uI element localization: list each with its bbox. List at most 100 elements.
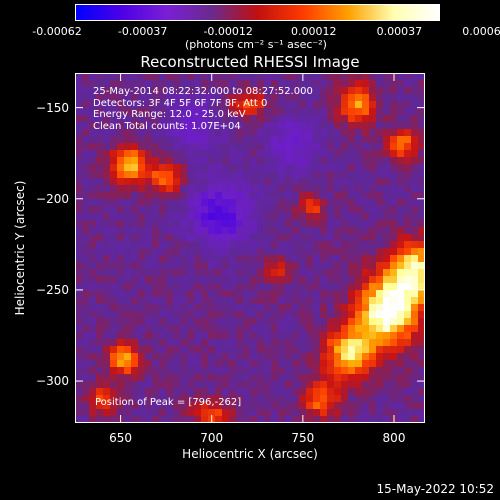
heatmap-cell (334, 395, 342, 403)
heatmap-cell (313, 234, 321, 242)
heatmap-cell (334, 290, 342, 298)
heatmap-cell (411, 178, 419, 186)
heatmap-cell (383, 94, 391, 102)
heatmap-cell (103, 283, 111, 291)
heatmap-cell (250, 311, 258, 319)
heatmap-cell (306, 332, 314, 340)
heatmap-cell (320, 192, 328, 200)
heatmap-cell (145, 311, 153, 319)
heatmap-cell (250, 360, 258, 368)
heatmap-cell (117, 199, 125, 207)
heatmap-cell (418, 220, 425, 228)
heatmap-cell (166, 220, 174, 228)
heatmap-cell (369, 192, 377, 200)
heatmap-cell (257, 297, 265, 305)
heatmap-cell (96, 178, 104, 186)
heatmap-cell (138, 255, 146, 263)
heatmap-cell (278, 122, 286, 130)
heatmap-cell (145, 388, 153, 396)
heatmap-cell (180, 157, 188, 165)
heatmap-cell (131, 353, 139, 361)
heatmap-cell (355, 388, 363, 396)
heatmap-cell (348, 381, 356, 389)
heatmap-cell (131, 290, 139, 298)
heatmap-cell (215, 213, 223, 221)
heatmap-cell (180, 318, 188, 326)
heatmap-cell (110, 318, 118, 326)
heatmap-cell (264, 311, 272, 319)
heatmap-cell (96, 262, 104, 270)
heatmap-cell (404, 164, 412, 172)
heatmap-cell (418, 185, 425, 193)
heatmap-cell (110, 241, 118, 249)
heatmap-cell (264, 157, 272, 165)
heatmap-cell (278, 108, 286, 116)
heatmap-cell (383, 248, 391, 256)
heatmap-cell (341, 297, 349, 305)
heatmap-cell (229, 297, 237, 305)
heatmap-cell (327, 199, 335, 207)
heatmap-cell (117, 213, 125, 221)
heatmap-cell (264, 304, 272, 312)
heatmap-cell (383, 150, 391, 158)
heatmap-cell (348, 150, 356, 158)
heatmap-cell (145, 73, 153, 81)
heatmap-cell (313, 136, 321, 144)
heatmap-cell (159, 402, 167, 410)
heatmap-cell (404, 388, 412, 396)
heatmap-cell (341, 402, 349, 410)
heatmap-cell (341, 213, 349, 221)
heatmap-cell (82, 255, 90, 263)
heatmap-cell (348, 227, 356, 235)
heatmap-cell (75, 101, 83, 109)
heatmap-cell (187, 136, 195, 144)
heatmap-cell (376, 283, 384, 291)
heatmap-cell (243, 241, 251, 249)
heatmap-cell (369, 185, 377, 193)
heatmap-cell (341, 283, 349, 291)
heatmap-cell (257, 416, 265, 423)
heatmap-cell (383, 199, 391, 207)
heatmap-cell (75, 339, 83, 347)
heatmap-cell (166, 367, 174, 375)
heatmap-cell (96, 339, 104, 347)
heatmap-cell (145, 178, 153, 186)
heatmap-cell (320, 409, 328, 417)
heatmap-cell (334, 220, 342, 228)
heatmap-cell (110, 157, 118, 165)
heatmap-cell (166, 241, 174, 249)
heatmap-cell (222, 185, 230, 193)
heatmap-cell (404, 227, 412, 235)
heatmap-cell (257, 101, 265, 109)
heatmap-cell (327, 101, 335, 109)
heatmap-cell (243, 94, 251, 102)
heatmap-cell (201, 87, 209, 95)
heatmap-cell (418, 199, 425, 207)
heatmap-cell (285, 269, 293, 277)
heatmap-cell (152, 402, 160, 410)
heatmap-cell (334, 388, 342, 396)
heatmap-cell (411, 213, 419, 221)
heatmap-cell (215, 192, 223, 200)
heatmap-cell (250, 150, 258, 158)
heatmap-cell (145, 304, 153, 312)
heatmap-cell (411, 304, 419, 312)
heatmap-cell (313, 353, 321, 361)
heatmap-cell (299, 115, 307, 123)
heatmap-cell (215, 255, 223, 263)
heatmap-cell (306, 416, 314, 423)
heatmap-cell (285, 304, 293, 312)
heatmap-cell (271, 227, 279, 235)
heatmap-cell (159, 185, 167, 193)
heatmap-cell (292, 94, 300, 102)
heatmap-cell (159, 171, 167, 179)
heatmap-cell (320, 87, 328, 95)
heatmap-cell (82, 318, 90, 326)
heatmap-cell (166, 416, 174, 423)
heatmap-cell (278, 80, 286, 88)
heatmap-cell (271, 304, 279, 312)
heatmap-cell (313, 409, 321, 417)
heatmap-cell (194, 311, 202, 319)
heatmap-cell (285, 115, 293, 123)
heatmap-cell (362, 353, 370, 361)
